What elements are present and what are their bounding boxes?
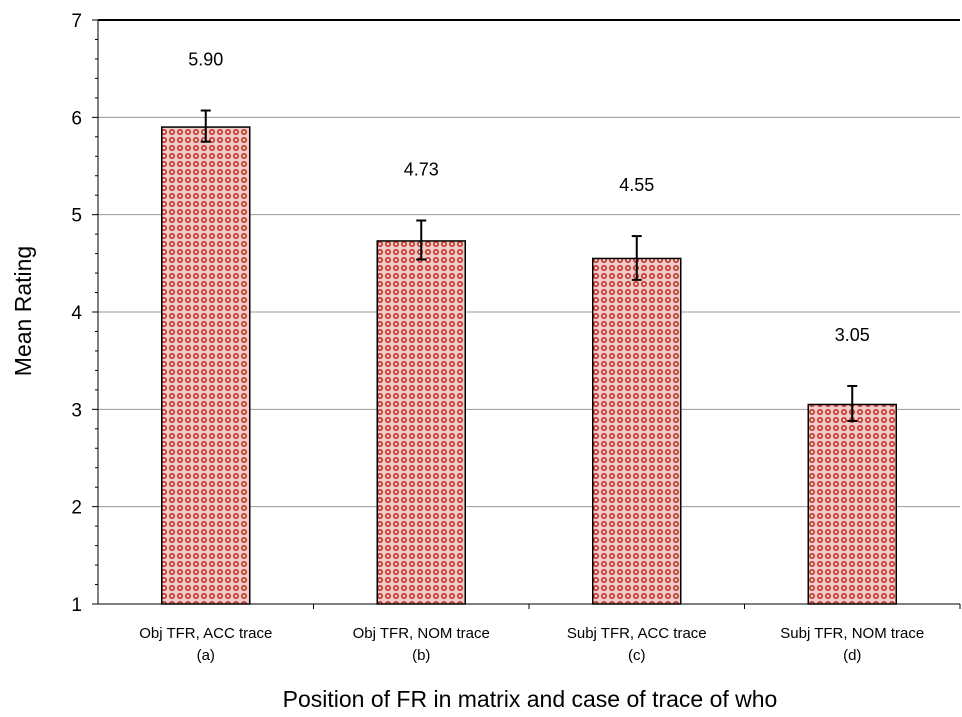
y-axis-title: Mean Rating xyxy=(10,246,36,376)
bars xyxy=(161,109,897,605)
data-label: 4.55 xyxy=(619,175,654,195)
x-tick-sublabel: (b) xyxy=(412,647,430,664)
y-tick-label: 2 xyxy=(71,498,82,519)
data-label: 3.05 xyxy=(835,325,870,345)
x-tick-label: Obj TFR, ACC trace xyxy=(139,625,272,642)
x-axis-title: Position of FR in matrix and case of tra… xyxy=(283,686,778,712)
x-tick-sublabel: (c) xyxy=(628,647,646,664)
bar xyxy=(807,403,897,605)
bar xyxy=(376,240,466,605)
data-label: 4.73 xyxy=(404,160,439,180)
bar xyxy=(592,257,682,605)
x-tick-label: Subj TFR, ACC trace xyxy=(567,625,707,642)
y-tick-label: 6 xyxy=(71,108,82,129)
y-tick-label: 3 xyxy=(71,400,82,421)
x-tick-label: Obj TFR, NOM trace xyxy=(353,625,490,642)
y-tick-label: 7 xyxy=(71,11,82,32)
x-tick-label: Subj TFR, NOM trace xyxy=(780,625,924,642)
y-tick-label: 4 xyxy=(71,303,82,324)
bar xyxy=(161,126,251,605)
y-tick-label: 1 xyxy=(71,595,82,616)
x-tick-sublabel: (d) xyxy=(843,647,861,664)
y-tick-label: 5 xyxy=(71,206,82,227)
labels: 1 2 3 4 5 6 7 5.90 Obj TFR, ACC trace (a) 4.73 Obj … xyxy=(71,11,924,664)
x-tick-sublabel: (a) xyxy=(197,647,215,664)
data-label: 5.90 xyxy=(188,50,223,70)
